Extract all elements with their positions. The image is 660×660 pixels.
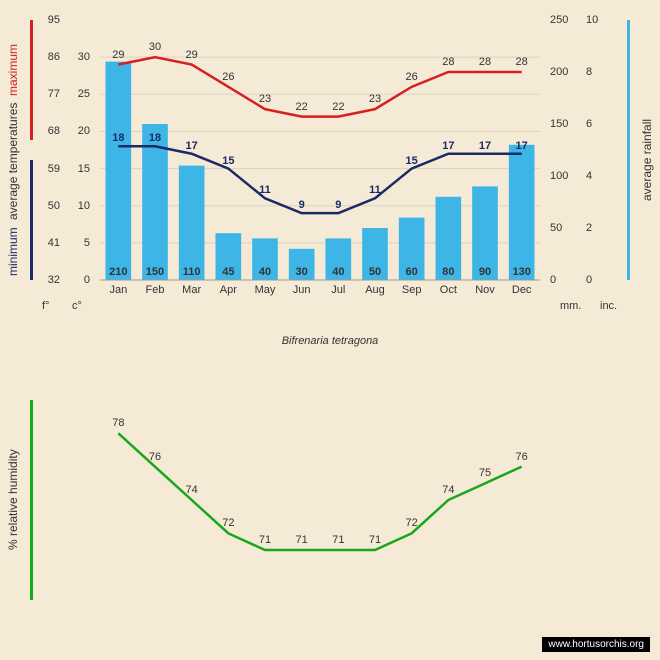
c-tick: 0 [66, 274, 90, 286]
tmin-value: 17 [430, 140, 467, 152]
rainfall-value: 40 [320, 266, 357, 278]
tmax-value: 28 [503, 56, 540, 68]
rainfall-value: 90 [467, 266, 504, 278]
c-tick: 20 [66, 125, 90, 137]
tmin-value: 18 [137, 132, 174, 144]
f-tick: 50 [36, 200, 60, 212]
inc-tick: 6 [586, 118, 606, 130]
mm-tick: 200 [550, 66, 580, 78]
f-tick: 59 [36, 163, 60, 175]
f-tick: 77 [36, 88, 60, 100]
month-label: Oct [430, 284, 467, 296]
tmin-value: 15 [393, 155, 430, 167]
month-label: Apr [210, 284, 247, 296]
humidity-value: 74 [173, 484, 210, 496]
tmax-value: 22 [283, 101, 320, 113]
month-label: Sep [393, 284, 430, 296]
rainfall-value: 80 [430, 266, 467, 278]
f-tick: 95 [36, 14, 60, 26]
humidity-value: 71 [357, 534, 394, 546]
humidity-value: 72 [210, 517, 247, 529]
tmax-value: 30 [137, 41, 174, 53]
rainfall-value: 30 [283, 266, 320, 278]
watermark: www.hortusorchis.org [542, 637, 650, 652]
rainfall-value: 110 [173, 266, 210, 278]
tmax-value: 22 [320, 101, 357, 113]
month-label: Jan [100, 284, 137, 296]
rainfall-value: 45 [210, 266, 247, 278]
tmax-value: 26 [210, 71, 247, 83]
humidity-chart-svg [0, 360, 660, 660]
species-title: Bifrenaria tetragona [0, 335, 660, 347]
humidity-value: 72 [393, 517, 430, 529]
rainfall-value: 60 [393, 266, 430, 278]
month-label: Jun [283, 284, 320, 296]
f-tick: 41 [36, 237, 60, 249]
humidity-value: 74 [430, 484, 467, 496]
humidity-value: 75 [467, 467, 504, 479]
humidity-value: 71 [247, 534, 284, 546]
c-tick: 30 [66, 51, 90, 63]
month-label: Mar [173, 284, 210, 296]
tmax-value: 23 [247, 93, 284, 105]
f-tick: 86 [36, 51, 60, 63]
tmin-value: 17 [503, 140, 540, 152]
f-tick: 68 [36, 125, 60, 137]
month-label: May [247, 284, 284, 296]
tmax-value: 28 [430, 56, 467, 68]
humidity-value: 71 [283, 534, 320, 546]
inc-tick: 2 [586, 222, 606, 234]
humidity-value: 76 [503, 451, 540, 463]
fahrenheit-unit: f° [42, 300, 49, 312]
rainfall-value: 150 [137, 266, 174, 278]
celsius-unit: c° [72, 300, 82, 312]
month-label: Jul [320, 284, 357, 296]
rainfall-value: 130 [503, 266, 540, 278]
inc-tick: 0 [586, 274, 606, 286]
f-tick: 32 [36, 274, 60, 286]
climate-chart-panel: minimum average temperatures maximum ave… [0, 0, 660, 360]
tmin-value: 9 [320, 199, 357, 211]
humidity-value: 78 [100, 417, 137, 429]
tmin-value: 17 [173, 140, 210, 152]
rainfall-value: 210 [100, 266, 137, 278]
rainfall-value: 40 [247, 266, 284, 278]
tmax-value: 23 [357, 93, 394, 105]
month-label: Feb [137, 284, 174, 296]
inc-tick: 8 [586, 66, 606, 78]
tmin-value: 15 [210, 155, 247, 167]
mm-tick: 0 [550, 274, 580, 286]
inc-tick: 10 [586, 14, 606, 26]
tmin-value: 9 [283, 199, 320, 211]
c-tick: 25 [66, 88, 90, 100]
mm-unit: mm. [560, 300, 581, 312]
mm-tick: 50 [550, 222, 580, 234]
mm-tick: 150 [550, 118, 580, 130]
humidity-chart-panel: % relative humidity 78767472717171717274… [0, 360, 660, 660]
humidity-value: 76 [137, 451, 174, 463]
mm-tick: 100 [550, 170, 580, 182]
tmin-value: 11 [247, 184, 284, 196]
c-tick: 15 [66, 163, 90, 175]
month-label: Dec [503, 284, 540, 296]
mm-tick: 250 [550, 14, 580, 26]
tmax-value: 29 [173, 49, 210, 61]
c-tick: 5 [66, 237, 90, 249]
inc-tick: 4 [586, 170, 606, 182]
tmin-value: 18 [100, 132, 137, 144]
humidity-value: 71 [320, 534, 357, 546]
inc-unit: inc. [600, 300, 617, 312]
tmin-value: 17 [467, 140, 504, 152]
rainfall-value: 50 [357, 266, 394, 278]
month-label: Aug [357, 284, 394, 296]
tmax-value: 29 [100, 49, 137, 61]
c-tick: 10 [66, 200, 90, 212]
month-label: Nov [467, 284, 504, 296]
tmax-value: 26 [393, 71, 430, 83]
tmax-value: 28 [467, 56, 504, 68]
tmin-value: 11 [357, 184, 394, 196]
